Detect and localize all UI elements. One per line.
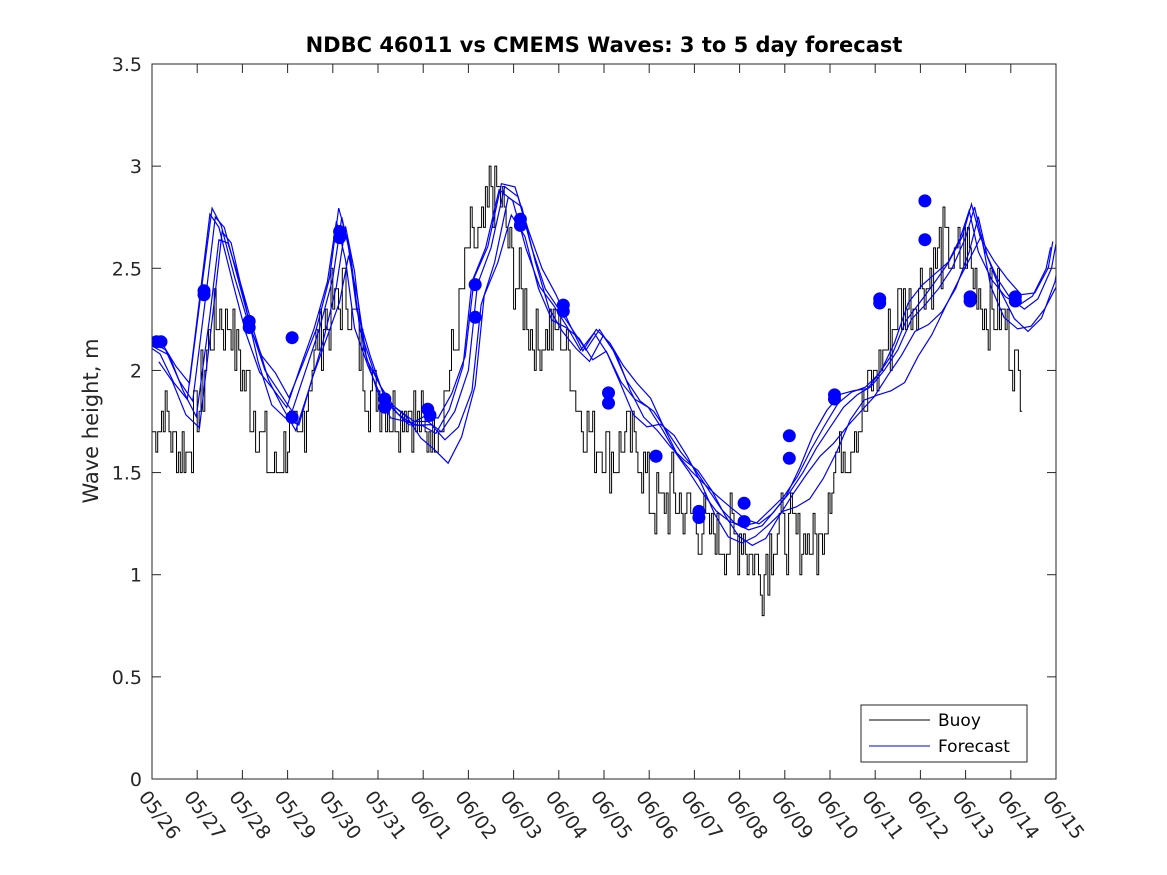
forecast-marker (918, 194, 932, 208)
forecast-series (152, 182, 1056, 547)
forecast-marker (963, 294, 977, 308)
legend: Buoy Forecast (860, 704, 1028, 763)
forecast-marker (468, 310, 482, 324)
forecast-marker (782, 451, 796, 465)
forecast-marker (513, 218, 527, 232)
forecast-marker (285, 410, 299, 424)
forecast-marker (197, 288, 211, 302)
chart-title: NDBC 46011 vs CMEMS Waves: 3 to 5 day fo… (306, 33, 903, 57)
forecast-marker (782, 429, 796, 443)
forecast-marker (423, 408, 437, 422)
y-tick-label: 0.5 (112, 667, 142, 689)
forecast-marker (468, 278, 482, 292)
y-tick-label: 1 (130, 565, 142, 587)
forecast-marker (873, 296, 887, 310)
y-tick-label: 2.5 (112, 258, 142, 280)
forecast-line (152, 188, 1052, 527)
y-axis-label: Wave height, m (79, 338, 103, 503)
y-tick-label: 3 (130, 156, 142, 178)
y-tick-label: 0 (130, 769, 142, 791)
forecast-marker (333, 231, 347, 245)
y-tick-label: 2 (130, 360, 142, 382)
forecast-marker (378, 400, 392, 414)
legend-label-forecast: Forecast (938, 737, 1010, 757)
forecast-marker (737, 496, 751, 510)
buoy-series (152, 165, 1023, 617)
forecast-marker (918, 233, 932, 247)
forecast-marker (602, 396, 615, 410)
forecast-line (152, 185, 1056, 531)
buoy-line (152, 165, 1023, 617)
y-axis: 0 0.5 1 1.5 2 2.5 3 3.5 (112, 54, 1056, 791)
forecast-marker (285, 331, 299, 345)
legend-label-buoy: Buoy (938, 711, 981, 731)
forecast-marker (242, 321, 256, 334)
forecast-marker (1008, 294, 1022, 308)
forecast-marker (692, 511, 706, 524)
forecast-marker (737, 515, 751, 529)
forecast-marker (154, 335, 168, 349)
y-tick-label: 1.5 (112, 463, 142, 485)
forecast-marker (556, 304, 570, 318)
forecast-markers (152, 194, 1022, 529)
forecast-marker (649, 449, 663, 463)
legend-box (860, 704, 1028, 763)
forecast-marker (828, 392, 841, 406)
y-tick-label: 3.5 (112, 54, 142, 76)
forecast-marker (602, 386, 615, 400)
